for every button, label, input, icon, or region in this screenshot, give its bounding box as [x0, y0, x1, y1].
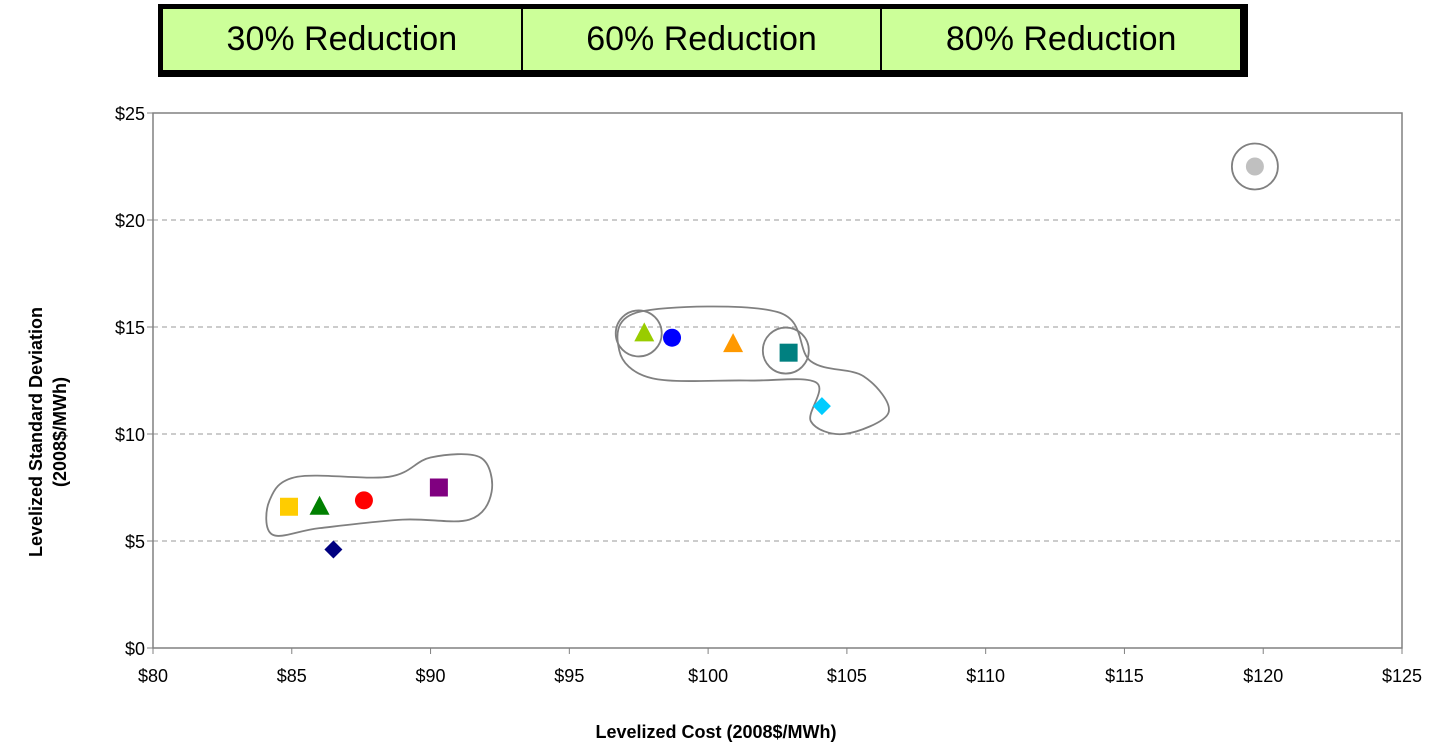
- x-tick-label: $125: [1382, 666, 1422, 686]
- highlight-ring: [614, 309, 663, 358]
- x-tick-label: $85: [277, 666, 307, 686]
- diamond-marker: [324, 540, 343, 559]
- plot-area: [152, 112, 1403, 649]
- header-cell-80: 80% Reduction: [945, 20, 1177, 58]
- cluster-outline: [265, 453, 493, 537]
- x-tick-label: $100: [688, 666, 728, 686]
- x-axis-ticks: $80 $85 $90 $95 $100 $105 $110 $115 $120 $125: [138, 648, 1422, 686]
- y-axis-ticks: $0 $5 $10 $15 $20 $25: [115, 104, 153, 659]
- diamond-marker: [812, 397, 831, 416]
- highlight-ring: [1230, 142, 1279, 191]
- y-tick-label: $5: [125, 532, 145, 552]
- x-tick-label: $90: [416, 666, 446, 686]
- x-tick-label: $115: [1105, 666, 1144, 686]
- circle-marker: [1245, 157, 1264, 176]
- triangle-marker: [309, 495, 330, 515]
- data-points: [280, 157, 1264, 559]
- square-marker: [779, 343, 798, 362]
- highlight-rings: [614, 142, 1279, 375]
- square-marker: [429, 478, 448, 497]
- y-tick-label: $25: [115, 104, 145, 124]
- y-axis-label-line1: Levelized Standard Deviation: [26, 307, 46, 557]
- circle-marker: [663, 328, 682, 347]
- y-tick-label: $10: [115, 425, 145, 445]
- y-tick-label: $15: [115, 318, 145, 338]
- cluster-outline: [616, 305, 890, 436]
- header-cell-60: 60% Reduction: [523, 9, 883, 70]
- grid-lines: [153, 219, 1402, 542]
- x-tick-label: $105: [827, 666, 867, 686]
- header-cell-30: 30% Reduction: [163, 9, 523, 70]
- triangle-marker: [723, 333, 744, 353]
- y-tick-label: $20: [115, 211, 145, 231]
- triangle-marker: [634, 322, 655, 342]
- x-tick-label: $120: [1243, 666, 1283, 686]
- highlight-ring: [761, 326, 810, 375]
- x-tick-label: $110: [966, 666, 1005, 686]
- y-axis-label-line2: (2008$/MWh): [50, 377, 70, 487]
- x-tick-label: $95: [554, 666, 584, 686]
- y-tick-label: $0: [125, 639, 145, 659]
- square-marker: [280, 497, 299, 516]
- x-tick-label: $80: [138, 666, 168, 686]
- x-axis-label: Levelized Cost (2008$/MWh): [595, 722, 836, 742]
- reduction-header-bar: 30% Reduction 60% Reduction 80% Reductio…: [158, 4, 1248, 77]
- cluster-outlines: [265, 305, 890, 537]
- circle-marker: [354, 491, 373, 510]
